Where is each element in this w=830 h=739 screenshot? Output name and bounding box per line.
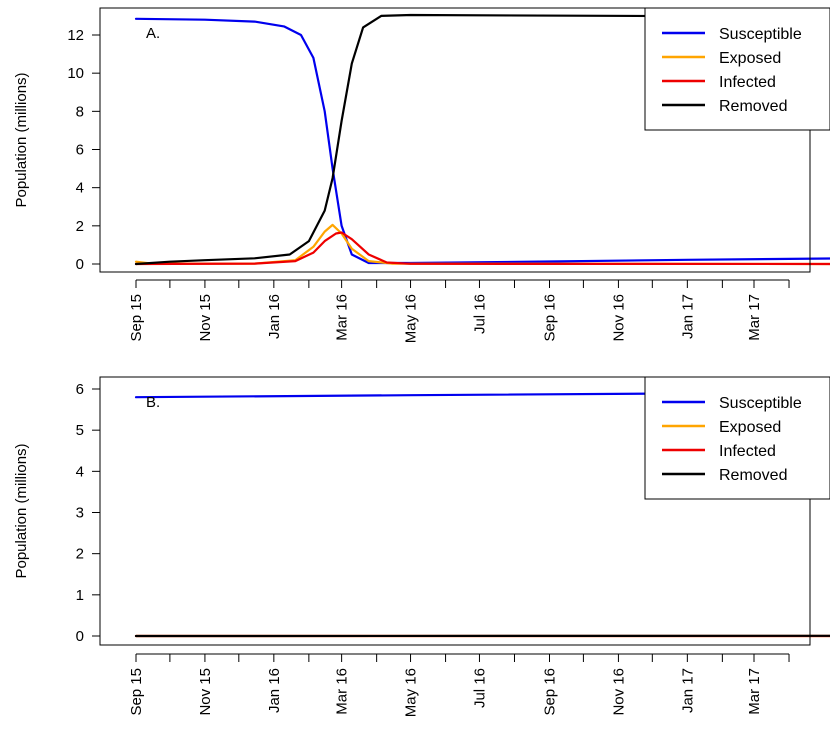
x-tick-label: Nov 16 [610,294,627,342]
x-tick-label: Mar 17 [746,294,763,341]
x-tick-label: Jul 16 [471,294,488,334]
panel-b: 0 1 2 3 4 5 6 Population (millions) Sep 15 Nov 15… [13,376,830,717]
x-tick-label: May 16 [403,668,420,717]
y-tick-label: 4 [76,463,84,480]
legend-box [644,7,830,131]
series-line-removed [134,13,830,266]
x-tick-label: May 16 [403,294,420,343]
x-tick-label: Jul 16 [471,668,488,708]
legend-label-removed: Removed [719,98,787,115]
legend-label-removed: Removed [719,467,787,484]
legend: Susceptible Exposed Infected Removed [644,376,830,500]
y-tick-label: 6 [76,381,84,398]
y-tick-label: 1 [76,587,84,604]
legend-label-infected: Infected [719,74,776,91]
y-tick-label: 12 [67,27,84,44]
legend-box [644,376,830,500]
y-tick-label: 0 [76,628,84,645]
legend-label-susceptible: Susceptible [719,395,802,412]
legend-label-exposed: Exposed [719,50,781,67]
y-tick-label: 3 [76,505,84,522]
x-tick-label: Jan 17 [679,668,696,713]
y-tick-label: 4 [76,180,84,197]
x-tick-label: Sep 16 [542,668,559,716]
y-tick-label: 8 [76,103,84,120]
x-tick-label: Sep 15 [128,668,145,716]
legend-label-susceptible: Susceptible [719,26,802,43]
x-tick-label: Mar 16 [334,294,351,341]
x-tick-label: Nov 15 [197,668,214,716]
y-tick-label: 6 [76,142,84,159]
legend-label-exposed: Exposed [719,419,781,436]
y-axis-title: Population (millions) [13,72,30,207]
panel-label: A. [146,25,160,42]
x-tick-label: Mar 16 [334,668,351,715]
panel-a: 0 2 4 6 8 10 12 Population (millions) Sep 15 Nov … [13,7,830,343]
x-tick-label: Nov 15 [197,294,214,342]
y-tick-label: 2 [76,218,84,235]
panel-label: B. [146,394,160,411]
series-line-infected [134,231,830,266]
x-tick-label: Jan 16 [266,294,283,339]
x-tick-label: Sep 15 [128,294,145,342]
series-line-susceptible [134,17,830,265]
x-tick-label: Jan 16 [266,668,283,713]
y-tick-label: 5 [76,422,84,439]
legend: Susceptible Exposed Infected Removed [644,7,830,131]
x-tick-label: Nov 16 [610,668,627,716]
legend-label-infected: Infected [719,443,776,460]
y-tick-label: 0 [76,256,84,273]
y-axis-title: Population (millions) [13,443,30,578]
x-tick-label: Jan 17 [679,294,696,339]
x-tick-label: Mar 17 [746,668,763,715]
x-tick-label: Sep 16 [542,294,559,342]
y-tick-label: 2 [76,546,84,563]
y-tick-label: 10 [67,65,84,82]
